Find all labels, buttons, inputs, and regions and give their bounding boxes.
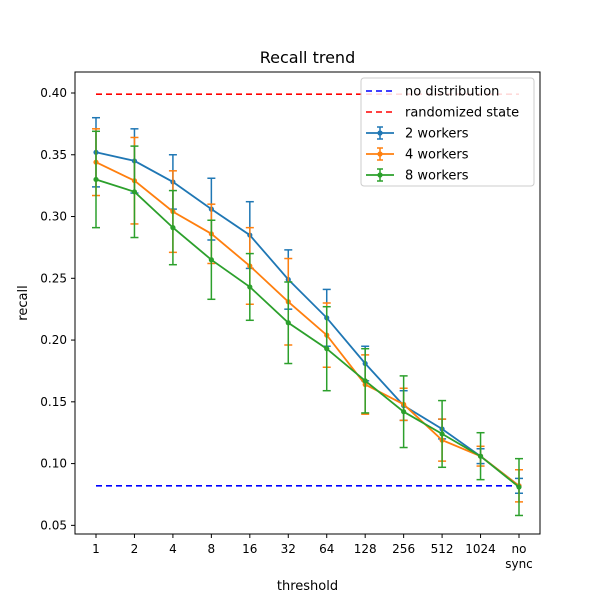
x-tick-label: 256: [392, 542, 415, 556]
series-line: [95, 161, 520, 487]
y-tick-label: 0.05: [40, 518, 67, 532]
data-point: [131, 189, 138, 195]
series-line: [95, 178, 520, 488]
x-tick-label: 1024: [465, 542, 496, 556]
data-point: [170, 225, 176, 231]
x-tick-label-line: 4: [169, 542, 177, 556]
y-tick-label: 0.20: [40, 333, 67, 347]
x-tick-label-line: no: [512, 542, 527, 556]
data-point: [362, 378, 368, 384]
legend-label-4-workers: 4 workers: [405, 148, 469, 163]
x-axis-label: threshold: [277, 579, 338, 594]
legend-label-8-workers: 8 workers: [405, 169, 469, 184]
y-axis-ticks: 0.05 0.10 0.15 0.20 0.25 0.30 0.35 0.40: [40, 86, 75, 532]
legend-swatch-marker: [377, 130, 383, 136]
legend-label-2-workers: 2 workers: [405, 127, 469, 142]
x-tick-label-line: 256: [392, 542, 415, 556]
y-tick-label: 0.15: [40, 395, 67, 409]
x-tick-label-line: 2: [131, 542, 139, 556]
plot-frame: [74, 71, 541, 535]
data-point: [93, 176, 99, 183]
legend-swatch-marker: [377, 172, 383, 178]
x-tick-label-line: 1: [92, 542, 100, 556]
x-tick-label-line: 64: [319, 542, 334, 556]
legend-label-randomized-state: randomized state: [405, 106, 519, 121]
y-tick-label: 0.35: [40, 148, 67, 162]
data-point: [324, 346, 330, 352]
x-tick-label: 16: [242, 542, 257, 556]
y-tick-label: 0.10: [40, 457, 67, 471]
x-tick-label: 4: [169, 542, 177, 556]
legend-label-no-distribution: no distribution: [405, 85, 499, 100]
y-axis-label: recall: [16, 285, 31, 320]
x-tick-label-line: 128: [354, 542, 377, 556]
legend: no distribution randomized state 2 workers…: [360, 77, 535, 187]
x-tick-label: 1: [92, 542, 100, 556]
x-tick-label-line: 8: [208, 542, 216, 556]
series-line: [95, 151, 520, 487]
y-tick-label: 0.25: [40, 271, 67, 285]
series-8-workers: [92, 130, 523, 517]
x-tick-label-line: 1024: [465, 542, 496, 556]
x-tick-label: no sync: [505, 542, 533, 571]
x-tick-label-line: 32: [281, 542, 296, 556]
x-tick-label-line: sync: [505, 557, 533, 571]
y-tick-label: 0.30: [40, 210, 67, 224]
x-tick-label: 128: [354, 542, 377, 556]
legend-box: [360, 77, 535, 187]
data-point: [401, 409, 407, 415]
y-tick-label: 0.40: [40, 86, 67, 100]
data-point: [477, 453, 484, 459]
x-tick-label: 512: [431, 542, 454, 556]
series-layer: [92, 116, 523, 517]
x-tick-label: 64: [319, 542, 334, 556]
data-point: [208, 257, 214, 263]
x-axis-ticks: 1 2 4 8 16 32 64 128 256 512 1024 no sync: [92, 534, 533, 571]
data-point: [516, 484, 522, 490]
data-point: [247, 284, 253, 290]
legend-swatch-marker: [377, 151, 383, 157]
x-tick-label-line: 512: [431, 542, 454, 556]
x-tick-label-line: 16: [242, 542, 257, 556]
x-tick-label: 2: [131, 542, 139, 556]
x-tick-label: 32: [281, 542, 296, 556]
x-tick-label: 8: [208, 542, 216, 556]
data-point: [285, 320, 291, 326]
chart-title: Recall trend: [260, 48, 355, 67]
data-point: [439, 431, 445, 437]
